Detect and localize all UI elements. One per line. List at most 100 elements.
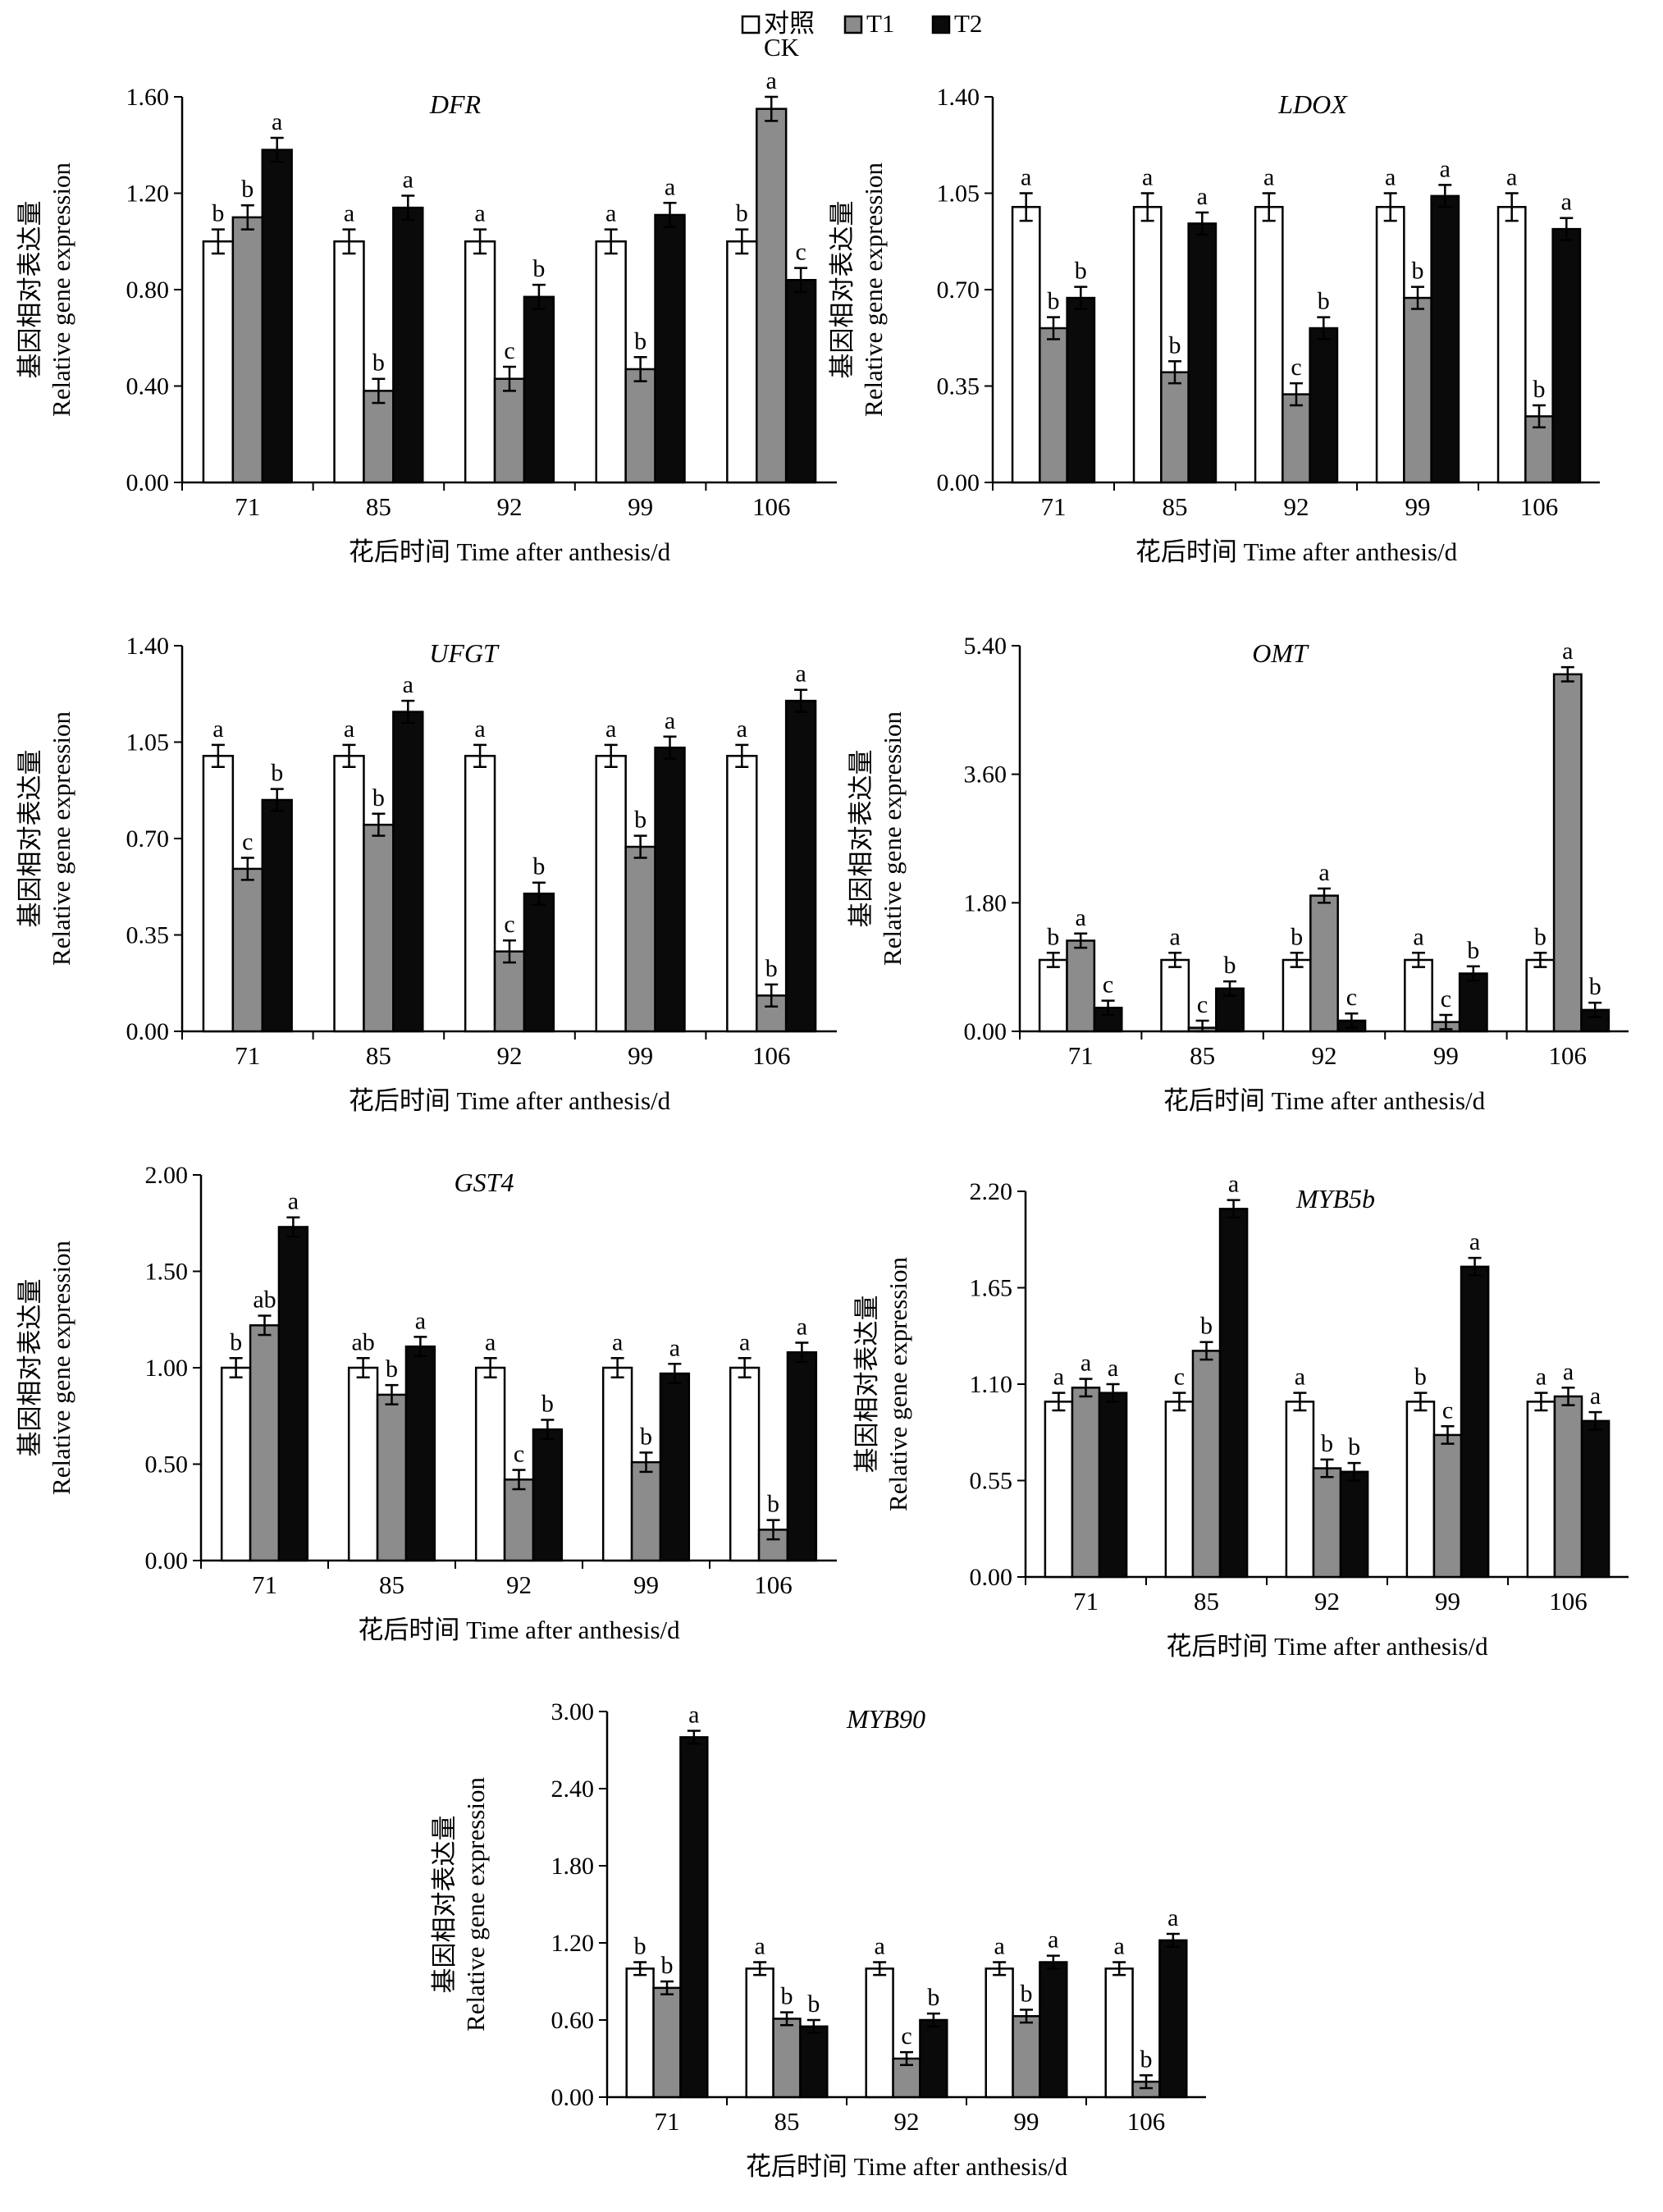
bar xyxy=(799,2025,829,2099)
bar xyxy=(392,206,424,484)
x-axis-label: 花后时间 Time after anthesis/d xyxy=(349,1086,671,1115)
significance-label: a xyxy=(474,200,485,227)
category-label: 92 xyxy=(497,492,523,521)
bar xyxy=(1309,327,1339,484)
bar xyxy=(1012,2015,1041,2099)
bar xyxy=(726,240,758,484)
significance-label: b xyxy=(736,200,748,227)
bar xyxy=(1098,1392,1128,1579)
significance-label: a xyxy=(1536,1364,1546,1391)
bar xyxy=(523,295,555,484)
y-tick-label: 1.05 xyxy=(937,181,980,208)
significance-label: a xyxy=(1318,859,1329,886)
y-tick-label: 3.60 xyxy=(964,761,1007,788)
significance-label: c xyxy=(901,2022,911,2050)
bar xyxy=(786,1351,818,1562)
chart-title: DFR xyxy=(429,89,482,119)
significance-label: a xyxy=(1506,164,1517,191)
bar xyxy=(261,149,293,484)
bar xyxy=(363,823,395,1033)
significance-label: a xyxy=(766,67,777,94)
x-axis-label: 花后时间 Time after anthesis/d xyxy=(358,1616,680,1644)
bar xyxy=(625,1967,655,2099)
bar xyxy=(624,845,656,1033)
bar xyxy=(202,240,235,484)
category-label: 106 xyxy=(1520,492,1559,521)
significance-label: a xyxy=(1197,183,1208,210)
significance-label: a xyxy=(1440,155,1451,182)
significance-label: a xyxy=(1413,923,1423,950)
y-tick-label: 0.60 xyxy=(551,2007,595,2034)
significance-label: a xyxy=(688,1702,699,1729)
significance-label: a xyxy=(1167,1904,1178,1931)
x-axis-label: 花后时间 Time after anthesis/d xyxy=(1135,537,1458,566)
significance-label: b xyxy=(271,760,283,787)
significance-label: c xyxy=(242,829,253,856)
y-tick-label: 1.80 xyxy=(964,889,1007,916)
significance-label: b xyxy=(1047,923,1059,950)
y-axis-label-cn: 基因相对表达量 xyxy=(16,201,44,379)
bar xyxy=(659,1372,691,1562)
bar xyxy=(595,240,627,484)
bar xyxy=(1066,939,1096,1033)
significance-label: a xyxy=(344,200,354,227)
bar xyxy=(1339,1470,1369,1579)
chart-omt: 0.001.803.605.40bac71acb85bac92acb99bab1… xyxy=(847,633,1629,1115)
significance-label: b xyxy=(241,176,254,203)
y-tick-label: 0.70 xyxy=(937,276,980,304)
y-tick-label: 1.00 xyxy=(145,1355,189,1382)
bar xyxy=(784,699,817,1033)
y-axis-label-en: Relative gene expression xyxy=(47,162,75,417)
category-label: 85 xyxy=(1190,1041,1215,1070)
bar xyxy=(1580,1419,1610,1579)
y-axis-label-en: Relative gene expression xyxy=(47,711,75,966)
significance-label: b xyxy=(532,255,545,282)
significance-label: b xyxy=(1533,376,1546,403)
y-axis-label-en: Relative gene expression xyxy=(859,162,888,417)
significance-label: a xyxy=(1590,1382,1601,1410)
significance-label: b xyxy=(781,1983,793,2010)
y-axis-label-en: Relative gene expression xyxy=(461,1777,490,2031)
significance-label: b xyxy=(1223,952,1236,979)
significance-label: ab xyxy=(351,1328,374,1355)
category-label: 106 xyxy=(752,492,791,521)
significance-label: a xyxy=(612,1328,623,1355)
bar xyxy=(1375,206,1405,484)
bar xyxy=(726,755,758,1033)
bar xyxy=(464,755,496,1033)
chart-dfr: 0.000.400.801.201.60bba71aba85acb92aba99… xyxy=(16,67,837,566)
bar xyxy=(277,1226,309,1562)
y-tick-label: 1.65 xyxy=(970,1275,1013,1302)
significance-label: b xyxy=(1318,288,1330,315)
significance-label: a xyxy=(1021,164,1031,191)
y-tick-label: 1.60 xyxy=(126,84,170,111)
x-axis-label: 花后时间 Time after anthesis/d xyxy=(349,537,671,566)
x-axis-label: 花后时间 Time after anthesis/d xyxy=(746,2152,1068,2181)
significance-label: b xyxy=(640,1423,652,1450)
bar xyxy=(1404,958,1433,1033)
bar xyxy=(745,1967,774,2099)
significance-label: a xyxy=(1076,904,1086,931)
y-tick-label: 0.00 xyxy=(126,1018,170,1045)
category-label: 99 xyxy=(1435,1587,1460,1616)
bar xyxy=(1104,1967,1134,2099)
y-tick-label: 0.70 xyxy=(126,825,170,852)
legend-label-1: T1 xyxy=(866,9,894,38)
category-label: 99 xyxy=(1405,492,1431,521)
bar xyxy=(392,711,424,1033)
significance-label: a xyxy=(474,715,485,743)
bar xyxy=(729,1366,761,1562)
legend-label-2: T2 xyxy=(954,9,982,38)
significance-label: b xyxy=(767,1491,779,1518)
chart-ufgt: 0.00 0.35 0.70 1.05 1.40 a c b 71 a b a 85 a c b 92 a b a 99… xyxy=(16,633,837,1115)
significance-label: a xyxy=(1263,164,1274,191)
bar xyxy=(249,1324,281,1562)
y-tick-label: 0.00 xyxy=(970,1564,1013,1591)
bar xyxy=(1158,1939,1188,2099)
significance-label: a xyxy=(415,1307,426,1334)
category-label: 92 xyxy=(1284,492,1309,521)
y-tick-label: 0.35 xyxy=(126,922,170,949)
bar xyxy=(1309,894,1339,1033)
chart-title: GST4 xyxy=(455,1168,514,1197)
